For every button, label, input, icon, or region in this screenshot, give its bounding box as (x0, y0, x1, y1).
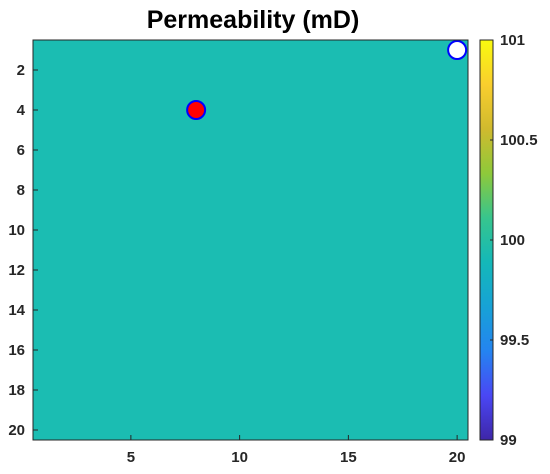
y-tick-label: 8 (17, 182, 25, 199)
colorbar: 99 99.5 100 100.5 101 (479, 32, 538, 449)
x-tick-label: 10 (231, 449, 248, 466)
colorbar-tick-label: 100 (500, 232, 525, 249)
wells (186, 40, 468, 120)
y-tick-label: 6 (17, 142, 25, 159)
y-tick-label: 20 (8, 422, 25, 439)
colorbar-tick-label: 101 (500, 32, 525, 49)
x-tick-label: 20 (449, 449, 466, 466)
x-tick-label: 15 (340, 449, 357, 466)
y-tick-label: 18 (8, 382, 25, 399)
chart-title: Permeability (mD) (147, 6, 360, 34)
well-marker (447, 40, 468, 60)
x-axis: 5 10 15 20 (127, 435, 466, 466)
axes-box (32, 39, 469, 441)
y-tick-label: 10 (8, 222, 25, 239)
y-tick-label: 4 (17, 102, 26, 119)
y-tick-label: 2 (17, 62, 25, 79)
permeability-field (33, 40, 468, 440)
y-tick-label: 14 (8, 302, 25, 319)
y-tick-label: 16 (8, 342, 25, 359)
colorbar-tick-label: 99 (500, 432, 517, 449)
colorbar-tick-label: 99.5 (500, 332, 529, 349)
colorbar-ticks: 99 99.5 100 100.5 101 (490, 32, 538, 449)
y-tick-label: 12 (8, 262, 25, 279)
well-marker (186, 100, 207, 120)
plot-area: 5 10 15 20 2 4 6 8 10 12 14 16 18 20 (8, 39, 469, 466)
x-tick-label: 5 (127, 449, 135, 466)
y-axis: 2 4 6 8 10 12 14 16 18 20 (8, 62, 38, 439)
colorbar-tick-label: 100.5 (500, 132, 538, 149)
